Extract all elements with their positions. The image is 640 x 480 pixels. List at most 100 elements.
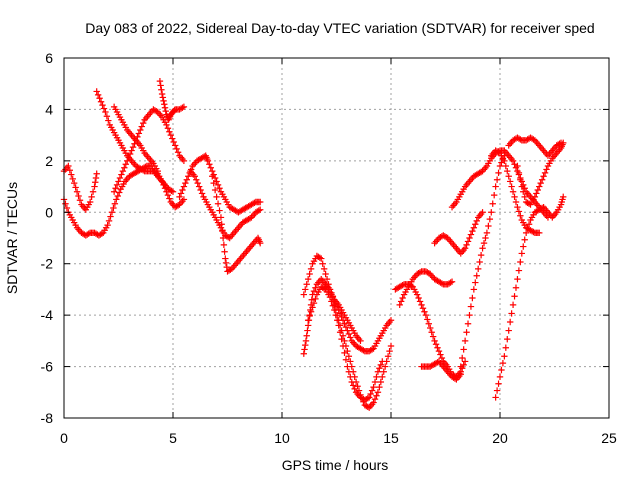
data-point (316, 254, 323, 261)
data-point (515, 267, 523, 274)
data-point (161, 104, 169, 111)
data-point (306, 312, 313, 320)
data-point (437, 351, 444, 358)
data-point (104, 221, 111, 229)
data-point (306, 270, 313, 278)
data-point (421, 308, 428, 315)
data-point (160, 97, 167, 105)
data-point (329, 302, 337, 309)
data-point (218, 221, 225, 228)
data-point (323, 275, 331, 283)
data-point (105, 117, 112, 124)
data-point (303, 332, 310, 339)
data-point (508, 183, 515, 190)
data-point (310, 299, 318, 307)
data-point (348, 378, 355, 386)
data-point (344, 327, 351, 334)
data-point (457, 363, 464, 370)
data-point (159, 94, 167, 101)
series-10 (300, 275, 395, 357)
series-7 (176, 152, 264, 216)
data-point (336, 329, 344, 336)
data-point (387, 317, 395, 324)
data-point (157, 82, 164, 89)
data-point (534, 186, 541, 194)
y-tick-label: -4 (41, 307, 54, 323)
data-point (121, 164, 128, 171)
data-point (521, 236, 528, 243)
data-point (384, 353, 392, 360)
data-point (204, 157, 212, 165)
data-point (225, 233, 232, 241)
y-axis-label: SDTVAR / TECUs (4, 182, 20, 294)
data-point (461, 337, 469, 345)
data-point (459, 354, 466, 362)
data-point (338, 335, 345, 343)
y-tick-label: -8 (41, 410, 54, 426)
data-point (537, 179, 544, 187)
data-point (357, 337, 364, 345)
data-point (112, 185, 119, 192)
data-point (307, 308, 315, 315)
series-17 (457, 152, 508, 370)
data-point (335, 322, 342, 329)
data-point (499, 359, 507, 367)
data-point (213, 193, 220, 201)
chart-title: Day 083 of 2022, Sidereal Day-to-day VTE… (85, 20, 594, 36)
data-point (75, 192, 82, 200)
data-point (331, 306, 338, 314)
data-point (512, 284, 520, 291)
data-point (114, 192, 121, 200)
data-point (158, 90, 166, 98)
data-point (97, 98, 105, 105)
data-point (370, 399, 377, 406)
data-point (463, 329, 470, 336)
data-point (509, 301, 517, 309)
data-point (479, 209, 486, 216)
data-point (483, 229, 491, 237)
data-point (160, 181, 167, 189)
data-point (415, 294, 422, 302)
data-point (93, 88, 100, 95)
data-point (140, 167, 147, 174)
data-point (536, 183, 543, 190)
data-point (307, 265, 315, 273)
data-point (505, 173, 512, 180)
data-point (207, 164, 214, 171)
data-point (193, 176, 200, 183)
data-point (466, 234, 473, 242)
series-2 (60, 162, 100, 213)
data-point (72, 184, 79, 191)
data-point (448, 278, 456, 285)
data-point (176, 193, 183, 201)
data-point (209, 173, 216, 180)
data-point (76, 197, 84, 204)
data-point (501, 353, 508, 360)
data-point (92, 179, 99, 186)
data-point (424, 316, 431, 323)
data-point (222, 259, 230, 267)
data-point (470, 224, 478, 231)
data-point (371, 395, 379, 403)
data-point (522, 229, 530, 237)
series-23 (514, 139, 567, 208)
data-point (399, 294, 406, 302)
data-point (461, 358, 469, 365)
data-point (472, 279, 479, 286)
data-point (464, 238, 472, 245)
data-point (182, 179, 189, 187)
data-point (163, 121, 170, 129)
data-point (377, 361, 385, 369)
data-point (116, 189, 123, 196)
data-point (435, 347, 443, 355)
data-point (476, 258, 483, 266)
data-point (506, 178, 514, 185)
data-point (180, 196, 188, 203)
data-point (540, 173, 547, 180)
data-point (376, 383, 383, 391)
y-tick-label: -6 (41, 359, 54, 375)
data-point (350, 382, 357, 389)
data-point (137, 126, 144, 134)
series-12 (304, 283, 386, 404)
data-point (515, 208, 523, 215)
